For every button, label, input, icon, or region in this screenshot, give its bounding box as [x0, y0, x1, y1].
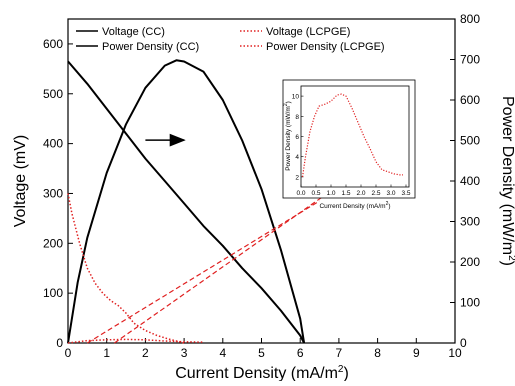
- y-tick-label: 500: [43, 87, 63, 101]
- x-tick-label: 1: [103, 346, 110, 360]
- inset-x-tick-label: 0.5: [311, 190, 320, 197]
- series-line-2: [67, 193, 185, 344]
- inset-x-tick-label: 2.0: [356, 190, 365, 197]
- series-line-3: [67, 338, 204, 344]
- inset-x-tick-label: 2.5: [371, 190, 380, 197]
- legend-label-voltage-cc: Voltage (CC): [102, 26, 165, 38]
- y2-tick-label: 800: [460, 12, 480, 26]
- main-series: [67, 59, 306, 344]
- inset-x-axis-title: Current Density (mA/m2): [319, 201, 390, 210]
- x-tick-label: 4: [219, 346, 226, 360]
- inset-y-tick-label: 4: [295, 154, 299, 161]
- y2-tick-label: 400: [460, 174, 480, 188]
- inset-ticks: 0.0 0.5 1.0 1.5 2.0 2.5 3.0 3.5 2 4 6 8 10: [292, 94, 411, 197]
- annotations: [87, 133, 328, 344]
- inset-y-tick-label: 10: [292, 94, 300, 101]
- main-ticks: 0 1 2 3 4 5 6 7 8 9 100100200300400500600010020030…: [43, 12, 480, 360]
- y2-tick-label: 0: [460, 336, 467, 350]
- inset-x-tick-label: 3.5: [401, 190, 410, 197]
- x-tick-label: 2: [142, 346, 149, 360]
- inset-x-tick-label: 3.0: [386, 190, 395, 197]
- y-tick-label: 200: [43, 236, 63, 250]
- x-tick-label: 10: [448, 346, 462, 360]
- x-tick-label: 6: [297, 346, 304, 360]
- y2-tick-label: 500: [460, 134, 480, 148]
- x-tick-label: 5: [258, 346, 265, 360]
- inset-series-line-0: [301, 93, 403, 177]
- y-tick-label: 0: [56, 336, 63, 350]
- y-tick-label: 400: [43, 137, 63, 151]
- inset-y-tick-label: 2: [295, 174, 299, 181]
- inset-y-axis-title: Power Density (mW/m2): [283, 101, 292, 171]
- y-tick-label: 300: [43, 186, 63, 200]
- inset-x-tick-label: 1.0: [326, 190, 335, 197]
- legend: Voltage (CC) Power Density (CC) Voltage …: [76, 26, 385, 53]
- x-tick-label: 9: [413, 346, 420, 360]
- y-tick-label: 100: [43, 286, 63, 300]
- inset-chart: 0.0 0.5 1.0 1.5 2.0 2.5 3.0 3.5 2 4 6 8 10 Current D…: [282, 79, 416, 210]
- inset-series: [301, 93, 403, 177]
- x-tick-label: 0: [65, 346, 72, 360]
- inset-frame: [282, 79, 416, 199]
- x-tick-label: 8: [374, 346, 381, 360]
- legend-label-power-lcpge: Power Density (LCPGE): [266, 41, 385, 53]
- x-axis-title: Current Density (mA/m2): [175, 364, 349, 381]
- inset-x-tick-label: 1.5: [341, 190, 350, 197]
- y2-tick-label: 600: [460, 93, 480, 107]
- y2-tick-label: 100: [460, 296, 480, 310]
- series-line-0: [67, 60, 305, 344]
- zoom-line-1: [114, 192, 328, 344]
- inset-y-tick-label: 6: [295, 134, 299, 141]
- x-tick-label: 3: [181, 346, 188, 360]
- y2-tick-label: 200: [460, 255, 480, 269]
- series-line-1: [67, 59, 306, 344]
- y2-axis-title: Power Density (mW/m2): [499, 96, 515, 266]
- y-axis-title: Voltage (mV): [12, 135, 29, 227]
- legend-label-power-cc: Power Density (CC): [102, 41, 199, 53]
- y2-tick-label: 700: [460, 53, 480, 67]
- inset-y-tick-label: 8: [295, 114, 299, 121]
- y2-tick-label: 300: [460, 215, 480, 229]
- inset-x-tick-label: 0.0: [296, 190, 305, 197]
- legend-label-voltage-lcpge: Voltage (LCPGE): [266, 26, 350, 38]
- zoom-line-2: [87, 200, 320, 344]
- x-tick-label: 7: [336, 346, 343, 360]
- y-tick-label: 600: [43, 37, 63, 51]
